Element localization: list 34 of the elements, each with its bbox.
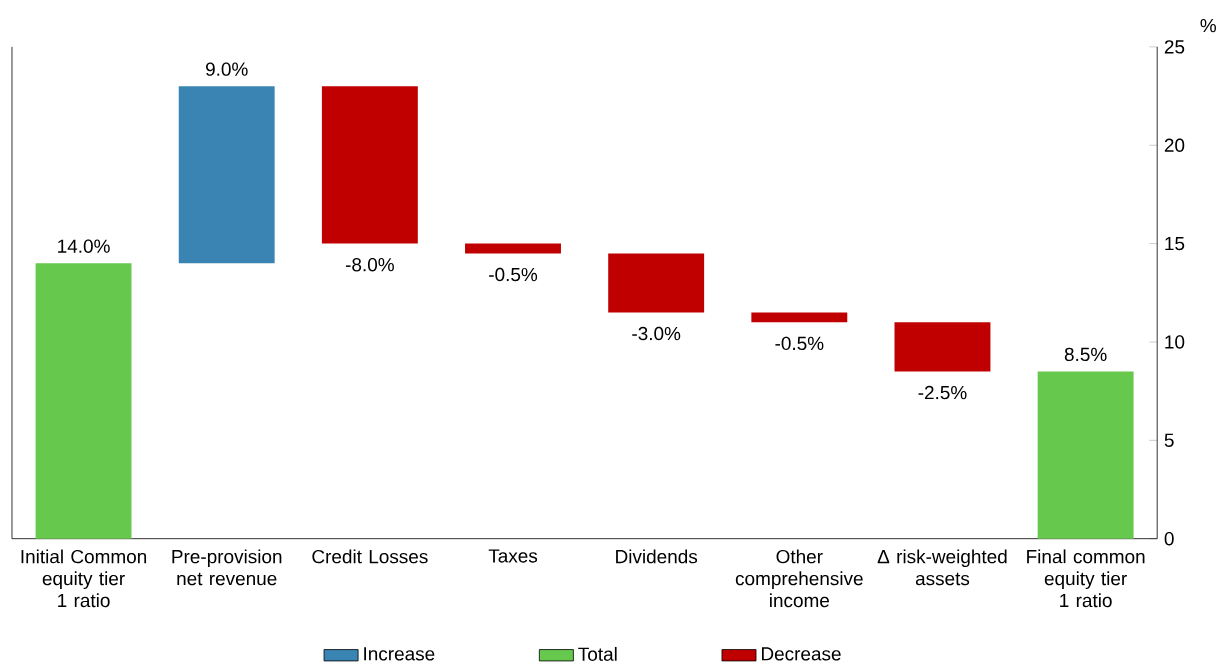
data-label: 9.0%: [205, 62, 248, 77]
bar: [1037, 371, 1134, 539]
y-tick-label: 20: [1164, 138, 1185, 153]
x-tick-label: Taxes: [488, 549, 538, 563]
x-tick-label: Final common equity tier 1 ratio: [1027, 549, 1145, 608]
y-tick-label: 10: [1165, 335, 1185, 349]
bar: [321, 86, 418, 244]
bar: [608, 253, 705, 313]
bar: [894, 322, 991, 372]
bar: [178, 86, 275, 264]
data-label: 8.5%: [1064, 347, 1107, 362]
y-tick-label: 5: [1164, 433, 1174, 448]
x-tick-label: Initial Common equity tier 1 ratio: [21, 549, 147, 608]
y-tick-label: 15: [1165, 237, 1185, 251]
x-tick-label: Dividends: [616, 549, 698, 564]
y-tick-label: 25: [1164, 40, 1185, 54]
data-label: -8.0%: [345, 258, 394, 272]
data-label: -3.0%: [632, 327, 681, 341]
data-label: -0.5%: [775, 336, 824, 351]
bar: [35, 263, 132, 539]
x-tick-label: Δ risk-weighted assets: [877, 549, 1007, 586]
y-tick-label: 0: [1164, 532, 1174, 546]
bar: [465, 243, 561, 254]
bar: [751, 312, 848, 323]
x-tick-label: Credit Losses: [312, 549, 428, 564]
x-tick-label: Pre-provision net revenue: [172, 549, 282, 586]
data-label: 14.0%: [58, 239, 110, 254]
data-label: -0.5%: [489, 268, 538, 282]
legend-label: Decrease: [761, 647, 841, 661]
data-label: -2.5%: [918, 386, 967, 400]
legend-label: Increase: [364, 647, 435, 661]
y-axis-title: %: [1200, 19, 1217, 33]
legend-label: Total: [578, 647, 617, 662]
x-tick-label: Other comprehensive income: [735, 549, 863, 608]
